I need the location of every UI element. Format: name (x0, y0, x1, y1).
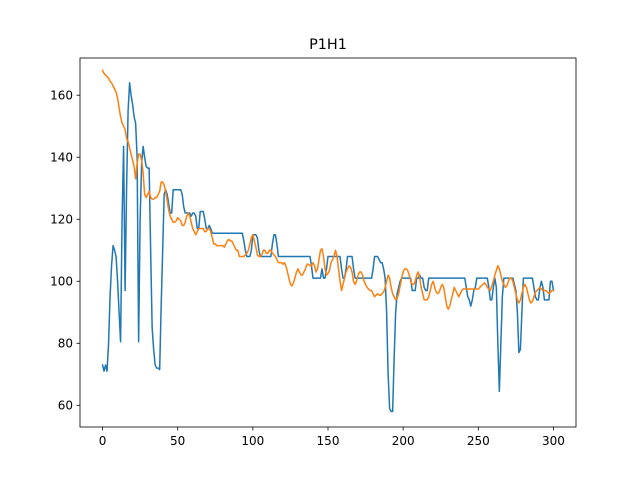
x-tick-label: 150 (317, 434, 340, 448)
x-axis: 0 50 100 150 200 250 300 (99, 427, 565, 448)
series-layer (101, 69, 555, 413)
y-axis: 60 80 100 120 140 160 (50, 89, 80, 413)
y-tick-label: 60 (58, 399, 73, 413)
plot-frame (79, 57, 577, 428)
y-tick-label: 140 (50, 151, 73, 165)
x-tick-label: 200 (392, 434, 415, 448)
series-line-2 (101, 69, 555, 310)
y-tick-label: 120 (50, 213, 73, 227)
x-tick-label: 0 (99, 434, 107, 448)
x-tick-label: 300 (542, 434, 565, 448)
y-tick-label: 80 (58, 337, 73, 351)
x-tick-label: 250 (467, 434, 490, 448)
x-tick-label: 100 (241, 434, 264, 448)
y-tick-label: 100 (50, 275, 73, 289)
y-tick-label: 160 (50, 89, 73, 103)
chart-title: P1H1 (309, 37, 347, 53)
x-tick-label: 50 (170, 434, 185, 448)
series-line-1 (101, 82, 555, 413)
